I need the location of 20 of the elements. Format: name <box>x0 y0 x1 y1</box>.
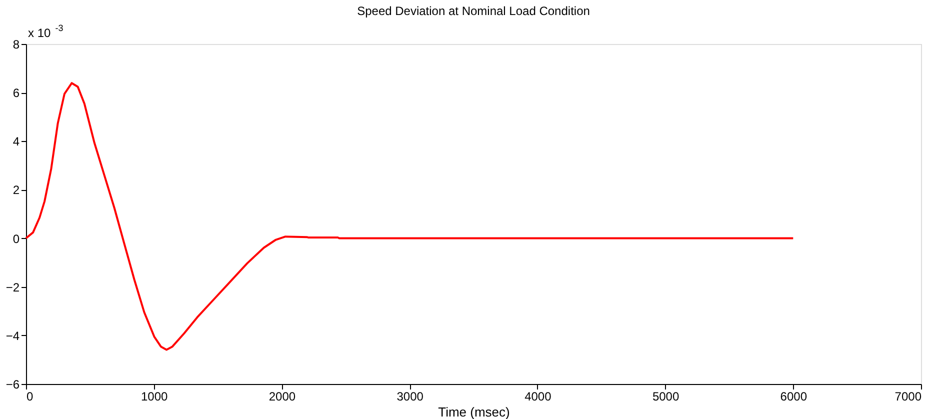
x-tick-label: 3000 <box>396 390 424 404</box>
y-tick-label: 2 <box>12 183 20 198</box>
x-tick-label: 0 <box>26 390 34 404</box>
x-axis-title: Time (msec) <box>438 404 510 419</box>
x-tick-label: 7000 <box>894 390 922 404</box>
y-tick-label: −6 <box>6 378 20 392</box>
y-tick-label: −2 <box>6 280 20 294</box>
x-tick-label: 6000 <box>780 390 808 404</box>
line-series <box>25 82 794 351</box>
x-tick-label: 5000 <box>652 390 680 404</box>
y-tick-label: −4 <box>6 328 20 343</box>
text: x 10-3 <box>28 23 64 40</box>
y-tick-label: 6 <box>12 86 20 100</box>
x-tick-label: 1000 <box>141 390 168 404</box>
chart-title: Speed Deviation at Nominal Load Condition <box>357 4 590 18</box>
x-tick-label: 4000 <box>524 390 552 404</box>
y-tick-label: 4 <box>12 134 20 149</box>
y-tick-label: 8 <box>12 38 20 52</box>
y-tick-label: 0 <box>12 232 20 246</box>
x-tick-label: 2000 <box>268 390 296 404</box>
